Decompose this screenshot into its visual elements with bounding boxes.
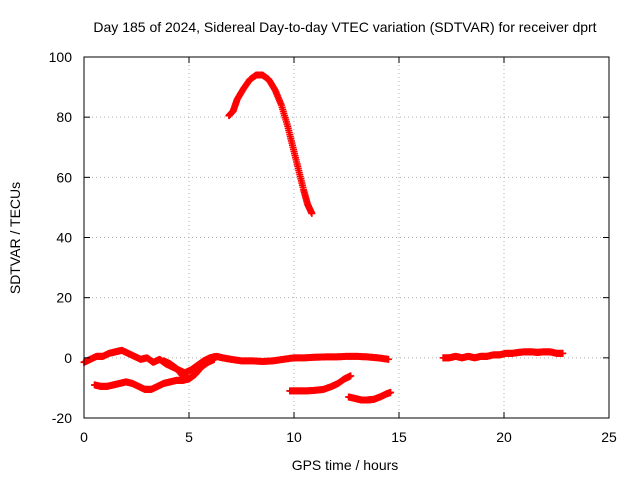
data-point bbox=[308, 209, 316, 217]
data-point bbox=[559, 349, 567, 357]
x-tick-label: 15 bbox=[391, 429, 407, 445]
data-point bbox=[185, 375, 193, 383]
series-arc-late bbox=[439, 348, 567, 362]
x-tick-label: 25 bbox=[601, 429, 617, 445]
x-tick-label: 10 bbox=[286, 429, 302, 445]
data-point bbox=[387, 388, 395, 396]
series-arc-high bbox=[225, 71, 316, 217]
y-tick-label: 40 bbox=[56, 230, 72, 246]
y-axis-label: SDTVAR / TECUs bbox=[7, 182, 23, 294]
chart-title: Day 185 of 2024, Sidereal Day-to-day VTE… bbox=[93, 19, 596, 35]
data-point bbox=[347, 372, 355, 380]
data-points bbox=[80, 71, 567, 404]
data-point bbox=[210, 355, 218, 363]
series-arc-low-mid bbox=[286, 372, 355, 395]
y-tick-label: 100 bbox=[49, 49, 73, 65]
x-tick-label: 0 bbox=[80, 429, 88, 445]
axis-ticks: 0 5 10 15 20 25 -20 0 20 40 60 80 100 bbox=[49, 49, 617, 445]
series-arc-low-late bbox=[345, 388, 395, 404]
series-arc-zero-mid bbox=[219, 352, 392, 365]
y-tick-label: -20 bbox=[52, 410, 72, 426]
x-tick-label: 5 bbox=[185, 429, 193, 445]
y-tick-label: 0 bbox=[64, 350, 72, 366]
y-tick-label: 20 bbox=[56, 290, 72, 306]
y-tick-label: 60 bbox=[56, 169, 72, 185]
series-arc-low-early bbox=[91, 375, 193, 393]
y-tick-label: 80 bbox=[56, 109, 72, 125]
x-axis-label: GPS time / hours bbox=[292, 457, 399, 473]
data-point bbox=[385, 355, 392, 363]
x-tick-label: 20 bbox=[496, 429, 512, 445]
